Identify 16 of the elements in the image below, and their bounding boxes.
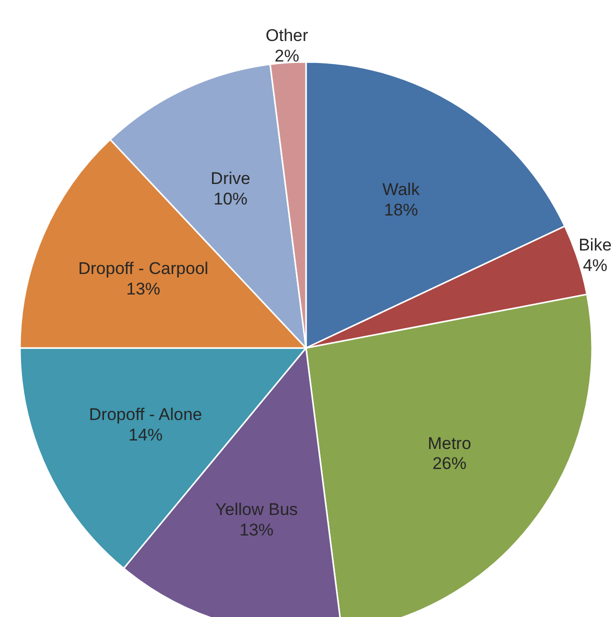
slice-label: Dropoff - Carpool (78, 259, 208, 278)
slice-label: Walk (382, 180, 420, 199)
slice-label: Other (266, 26, 308, 46)
data-label: 26% (432, 454, 466, 474)
data-label: 4% (582, 256, 608, 276)
data-label: 13% (126, 280, 160, 299)
data-label: 13% (240, 520, 274, 540)
slice-label: Yellow Bus (215, 500, 298, 519)
data-label: 18% (384, 200, 418, 220)
data-label: 14% (128, 426, 163, 444)
slice-label: Drive (210, 169, 250, 188)
data-label: 10% (213, 190, 248, 209)
slice-label: Metro (428, 434, 472, 453)
slice-label: Dropoff - Alone (89, 405, 202, 424)
slice-label: Bike (578, 236, 612, 255)
data-label: 2% (274, 46, 300, 66)
